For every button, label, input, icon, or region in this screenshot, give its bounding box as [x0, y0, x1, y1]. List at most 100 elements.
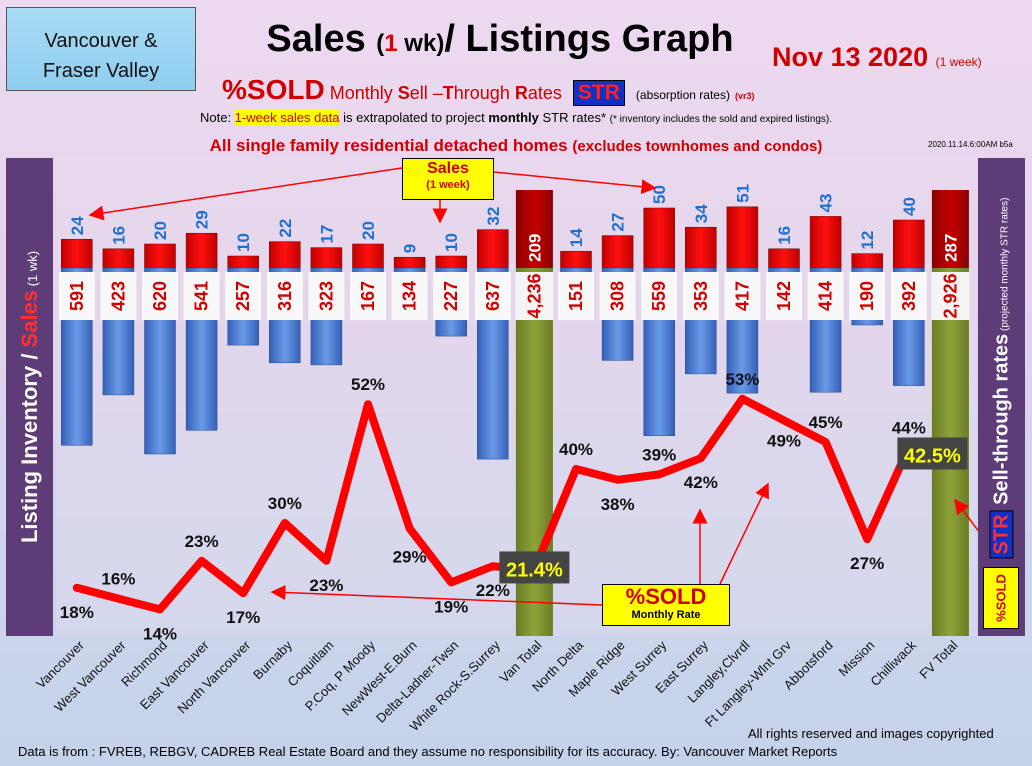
str-value-label: 42% — [684, 473, 718, 492]
listing-value-label: 134 — [400, 281, 420, 311]
listing-label-bg — [350, 272, 386, 320]
sales-value-label: 34 — [692, 204, 711, 223]
sales-value-label: 51 — [733, 184, 752, 203]
sales-value-label: 24 — [68, 216, 87, 235]
subtitle-sold: %SOLD — [222, 74, 325, 105]
listing-value-label: 142 — [774, 281, 794, 311]
str-value-label: 49% — [767, 431, 801, 450]
str-badge: STR — [572, 80, 625, 106]
str-total-label: 42.5% — [904, 446, 961, 468]
region-line-2: Fraser Valley — [42, 60, 160, 82]
listing-label-bg — [931, 272, 970, 320]
listing-label-bg — [599, 272, 636, 320]
footer-data-source: Data is from : FVREB, REBGV, CADREB Real… — [18, 744, 838, 759]
listing-label-bg — [515, 272, 554, 320]
sales-bar — [352, 243, 384, 269]
sold-callout: %SOLD Monthly Rate — [602, 584, 730, 626]
title-wk: wk) — [397, 30, 445, 57]
sales-bar — [477, 229, 509, 269]
timestamp: 2020.11.14.6:00AM b5a — [928, 140, 1013, 149]
footer-rights: All rights reserved and images copyright… — [748, 726, 994, 741]
sold-arrow-left — [270, 585, 603, 606]
listing-label-bg — [807, 272, 844, 320]
left-axis-slash: / — [16, 347, 42, 366]
sales-bar — [61, 238, 93, 269]
str-value-label: 30% — [268, 494, 302, 513]
listing-label-bg — [558, 272, 594, 320]
listing-label-bg — [433, 272, 470, 320]
left-axis-label: Listing Inventory / Sales (1 wk) — [17, 251, 43, 543]
sales-bar — [893, 219, 925, 269]
listing-value-label: 423 — [108, 281, 128, 311]
listing-value-label: 4,236 — [524, 273, 544, 318]
listing-value-label: 190 — [857, 281, 877, 311]
note-prefix: Note: — [199, 110, 235, 125]
sales-value-label: 43 — [817, 193, 836, 212]
sales-value-label: 10 — [234, 233, 253, 252]
str-value-label: 22% — [476, 581, 510, 600]
subtitle-t: T — [442, 83, 454, 103]
subtitle-version: (vr3) — [734, 91, 755, 101]
listing-value-label: 227 — [441, 281, 461, 311]
listing-value-label: 257 — [233, 281, 253, 311]
sales-bar — [310, 247, 343, 269]
category-label: NewWest-E.Burn — [339, 638, 420, 719]
date-sub: (1 week) — [935, 55, 982, 69]
sales-value-label: 27 — [609, 213, 628, 232]
listing-value-label: 392 — [899, 281, 919, 311]
str-value-label: 17% — [226, 608, 260, 627]
str-value-label: 52% — [351, 375, 385, 394]
category-label: North Vancouver — [174, 637, 253, 716]
sales-bar — [851, 253, 883, 269]
sales-bar — [768, 248, 800, 269]
listing-label-bg — [225, 272, 262, 320]
listing-value-label: 2,926 — [940, 273, 960, 318]
sales-bar — [269, 241, 301, 269]
listing-label-bg — [766, 272, 802, 320]
left-axis-panel: Listing Inventory / Sales (1 wk) — [6, 158, 53, 636]
sales-value-label: 287 — [941, 234, 960, 262]
sales-bar-total — [515, 190, 553, 268]
sales-arrow-right — [493, 171, 657, 195]
right-axis-panel: STR Sell-through rates (projected monthl… — [978, 158, 1025, 636]
chart-date: Nov 13 2020 (1 week) — [772, 42, 982, 73]
str-value-label: 38% — [601, 495, 635, 514]
listing-value-label: 591 — [67, 281, 87, 311]
listing-value-label: 559 — [649, 281, 669, 311]
sold-callout-title: %SOLD — [625, 584, 707, 609]
sales-bar — [144, 243, 176, 269]
sales-value-label: 22 — [276, 219, 295, 238]
title-sales: Sales — [266, 18, 377, 60]
sales-value-label: 16 — [775, 226, 794, 245]
sales-bar — [393, 256, 426, 269]
note-bold: monthly — [488, 110, 539, 125]
listing-label-bg — [183, 272, 220, 320]
subtitle-ell: ell – — [409, 83, 443, 103]
sales-value-label: 17 — [317, 225, 336, 244]
note-highlight: 1-week sales data — [234, 110, 340, 125]
subtitle-absorption: (absorption rates) — [635, 88, 730, 102]
chart-subtitle: %SOLD Monthly Sell –Through Rates STR (a… — [222, 74, 754, 106]
right-axis-str: STR — [989, 510, 1013, 559]
right-axis-sell-through: Sell-through rates — [990, 333, 1012, 505]
right-axis-projected: (projected monthly STR rates) — [999, 197, 1010, 334]
listing-label-bg — [308, 272, 345, 320]
sales-value-label: 40 — [900, 197, 919, 216]
listing-value-label: 151 — [566, 281, 586, 311]
str-total-label-bg — [499, 551, 570, 584]
left-axis-week: (1 wk) — [24, 250, 40, 290]
sales-bar — [560, 250, 592, 269]
str-value-label: 53% — [725, 370, 759, 389]
str-value-label: 19% — [434, 597, 468, 616]
str-value-label: 27% — [850, 554, 884, 573]
sales-value-label: 209 — [525, 234, 544, 262]
sales-bar-total — [931, 190, 969, 268]
listing-value-label: 414 — [816, 281, 836, 311]
sf-main: All single family residential detached h… — [209, 136, 573, 155]
sales-value-label: 16 — [109, 226, 128, 245]
str-value-label: 16% — [101, 570, 135, 589]
sales-value-label: 20 — [359, 221, 378, 240]
category-label: Mission — [836, 638, 878, 680]
listing-label-bg — [266, 272, 303, 320]
